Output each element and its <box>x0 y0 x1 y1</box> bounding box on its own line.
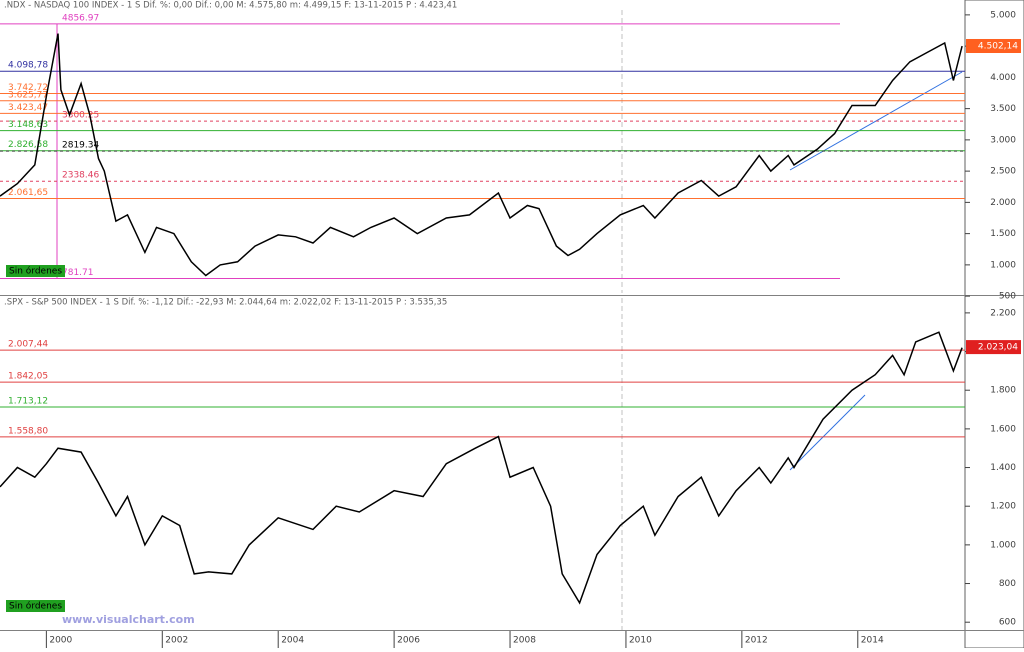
y-tick-label: 5.000 <box>990 10 1016 20</box>
y-tick-label: 600 <box>999 618 1016 628</box>
y-tick-label: 1.600 <box>990 424 1016 434</box>
price-line <box>0 33 963 277</box>
level-label: 3.625,77 <box>8 90 48 100</box>
level-label: 3.423,47 <box>8 103 48 113</box>
y-tick-label: 1.000 <box>990 260 1016 270</box>
y-tick-label: 1.500 <box>990 229 1016 239</box>
level-label: 781.71 <box>62 268 94 278</box>
x-tick-label: 2010 <box>629 636 652 646</box>
level-label: 2.061,65 <box>8 188 48 198</box>
level-label: 4.098,78 <box>8 61 48 71</box>
x-tick-label: 2012 <box>745 636 768 646</box>
level-label: 1.842,05 <box>8 372 48 382</box>
price-axis <box>964 0 1024 649</box>
last-price-label: 2.023,04 <box>978 343 1018 353</box>
y-tick-label: 800 <box>999 579 1016 589</box>
level-label: 3.148,63 <box>8 120 48 130</box>
y-tick-label: 2.000 <box>990 198 1016 208</box>
last-price-box <box>966 38 1021 53</box>
level-label: 1.713,12 <box>8 397 48 407</box>
y-tick-label: 1.400 <box>990 463 1016 473</box>
y-tick-label: 1.200 <box>990 502 1016 512</box>
x-tick-label: 2000 <box>49 636 72 646</box>
x-tick-label: 2004 <box>281 636 304 646</box>
y-tick-label: 3.000 <box>990 135 1016 145</box>
level-label: 2.007,44 <box>8 340 48 350</box>
y-tick-label: 1.800 <box>990 386 1016 396</box>
y-tick-label: 1.000 <box>990 540 1016 550</box>
level-label: 2819.34 <box>62 141 99 151</box>
x-tick-label: 2014 <box>861 636 884 646</box>
level-label: 2.826,58 <box>8 140 48 150</box>
y-tick-label: 2.200 <box>990 308 1016 318</box>
y-tick-label: 500 <box>999 292 1016 302</box>
panel-header: .SPX - S&P 500 INDEX - 1 S Dif. %: -1,12… <box>4 298 447 308</box>
level-label: 2338.46 <box>62 171 99 181</box>
level-label: 1.558,80 <box>8 426 48 436</box>
panel-header: .NDX - NASDAQ 100 INDEX - 1 S Dif. %: 0,… <box>4 1 457 11</box>
status-label: Sin órdenes <box>9 266 62 277</box>
last-price-label: 4.502,14 <box>978 41 1018 51</box>
x-tick-label: 2002 <box>165 636 188 646</box>
y-tick-label: 2.500 <box>990 167 1016 177</box>
status-box <box>6 265 65 277</box>
level-label: 4856.97 <box>62 13 99 23</box>
y-tick-label: 3.500 <box>990 104 1016 114</box>
status-label: Sin órdenes <box>9 601 62 612</box>
price-line <box>0 331 963 605</box>
status-box <box>6 600 65 612</box>
level-label: 3.742,72 <box>8 83 48 93</box>
last-price-box <box>966 340 1021 355</box>
x-tick-label: 2006 <box>397 636 420 646</box>
watermark: www.visualchart.com <box>62 613 195 626</box>
y-tick-label: 4.000 <box>990 73 1016 83</box>
x-tick-label: 2008 <box>513 636 536 646</box>
level-label: 3300.25 <box>62 111 99 121</box>
